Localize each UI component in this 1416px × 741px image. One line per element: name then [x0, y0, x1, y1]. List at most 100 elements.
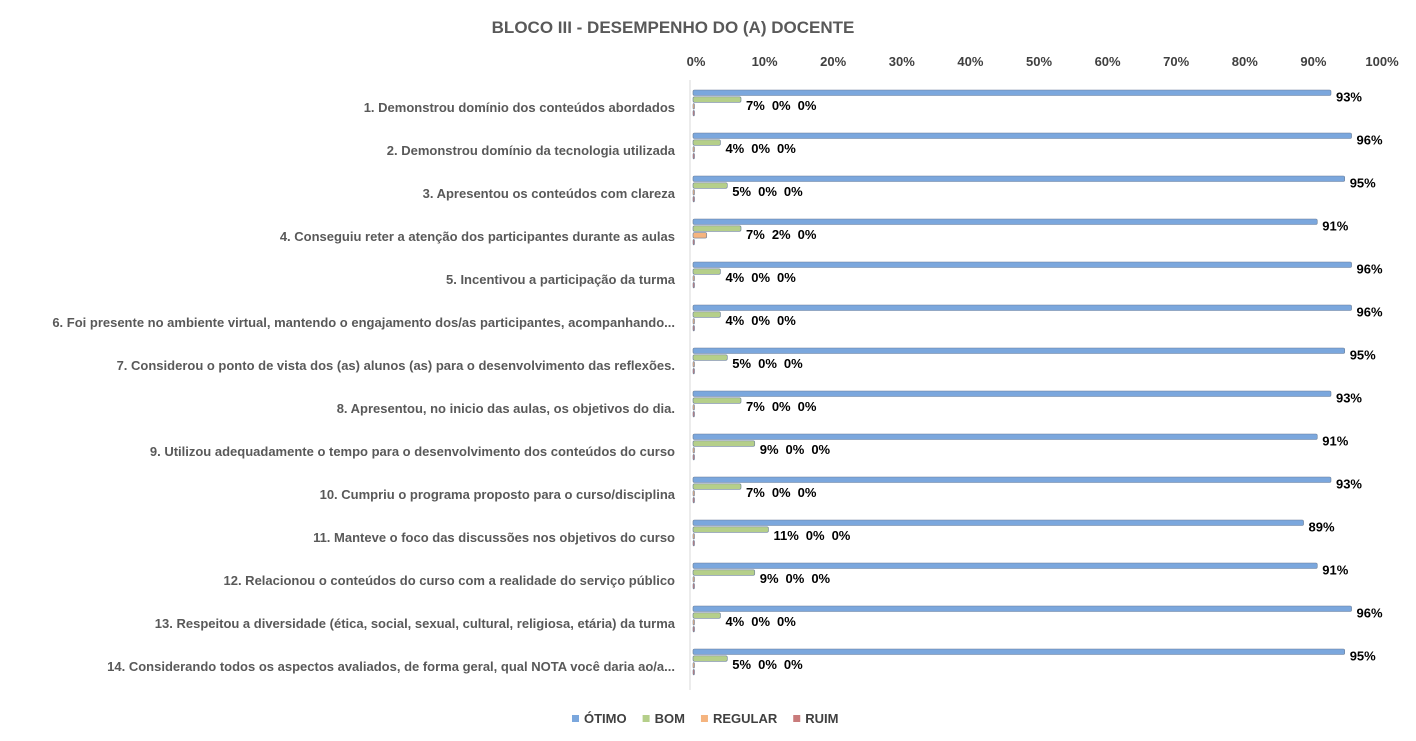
legend-label: RUIM — [805, 711, 838, 726]
bar-ótimo — [692, 304, 1352, 311]
data-label: 95% — [1350, 649, 1376, 664]
bar-ruim — [692, 110, 695, 117]
category-label: 3. Apresentou os conteúdos com clareza — [423, 186, 676, 201]
legend-swatch — [572, 715, 579, 722]
data-label: 91% — [1322, 563, 1348, 578]
bar-regular — [692, 189, 695, 196]
legend-swatch — [700, 715, 708, 722]
bar-ótimo — [692, 347, 1346, 354]
data-label: 0% — [811, 442, 830, 457]
category-label: 8. Apresentou, no inicio das aulas, os o… — [337, 401, 675, 416]
data-label: 7% — [746, 485, 765, 500]
bar-ruim — [692, 626, 695, 633]
data-label: 4% — [725, 270, 744, 285]
bar-ruim — [692, 325, 695, 332]
legend-swatch — [793, 715, 801, 722]
data-label: 0% — [798, 98, 817, 113]
bar-bom — [692, 354, 728, 361]
bar-bom — [692, 655, 728, 662]
data-label: 96% — [1357, 262, 1383, 277]
category-label: 5. Incentivou a participação da turma — [446, 272, 676, 287]
bar-bom — [692, 612, 721, 619]
bar-regular — [692, 146, 695, 153]
data-label: 0% — [758, 657, 777, 672]
bar-regular — [692, 275, 695, 282]
bar-regular — [692, 447, 695, 454]
bar-bom — [692, 311, 721, 318]
data-label: 4% — [725, 614, 744, 629]
data-label: 96% — [1357, 133, 1383, 148]
bar-ótimo — [692, 261, 1352, 268]
data-label: 0% — [777, 270, 796, 285]
legend-label: BOM — [655, 711, 685, 726]
legend-swatch — [642, 715, 650, 722]
bar-ótimo — [692, 648, 1346, 655]
bar-bom — [692, 483, 742, 490]
x-tick-label: 50% — [1026, 54, 1052, 69]
legend-label: REGULAR — [713, 711, 778, 726]
bar-regular — [692, 576, 695, 583]
data-label: 93% — [1336, 90, 1362, 105]
bar-ótimo — [692, 132, 1352, 139]
data-label: 11% — [773, 528, 799, 543]
bar-regular — [692, 318, 695, 325]
bar-ruim — [692, 411, 695, 418]
bar-ruim — [692, 583, 695, 590]
bar-ruim — [692, 669, 695, 676]
data-label: 96% — [1357, 305, 1383, 320]
bar-regular — [692, 232, 708, 239]
x-tick-label: 0% — [687, 54, 706, 69]
data-label: 0% — [784, 356, 803, 371]
data-label: 0% — [786, 442, 805, 457]
data-label: 7% — [746, 227, 765, 242]
bar-ruim — [692, 497, 695, 504]
bar-regular — [692, 619, 695, 626]
data-label: 0% — [777, 614, 796, 629]
data-label: 0% — [758, 356, 777, 371]
category-label: 6. Foi presente no ambiente virtual, man… — [52, 315, 675, 330]
x-tick-label: 30% — [889, 54, 915, 69]
bar-ótimo — [692, 476, 1332, 483]
bar-ótimo — [692, 89, 1332, 96]
bar-ótimo — [692, 433, 1318, 440]
bar-regular — [692, 533, 695, 540]
category-label: 13. Respeitou a diversidade (ética, soci… — [155, 616, 676, 631]
category-label: 10. Cumpriu o programa proposto para o c… — [320, 487, 676, 502]
bar-ruim — [692, 454, 695, 461]
category-label: 1. Demonstrou domínio dos conteúdos abor… — [364, 100, 675, 115]
data-label: 7% — [746, 98, 765, 113]
data-label: 9% — [760, 442, 779, 457]
x-tick-label: 70% — [1163, 54, 1189, 69]
chart-title: BLOCO III - DESEMPENHO DO (A) DOCENTE — [492, 18, 855, 37]
x-tick-label: 60% — [1095, 54, 1121, 69]
data-label: 0% — [772, 399, 791, 414]
data-label: 95% — [1350, 176, 1376, 191]
category-label: 9. Utilizou adequadamente o tempo para o… — [150, 444, 675, 459]
bar-ótimo — [692, 218, 1318, 225]
x-tick-label: 80% — [1232, 54, 1258, 69]
data-label: 0% — [786, 571, 805, 586]
bar-regular — [692, 490, 695, 497]
category-label: 2. Demonstrou domínio da tecnologia util… — [387, 143, 676, 158]
bar-bom — [692, 225, 742, 232]
data-label: 0% — [798, 227, 817, 242]
data-label: 93% — [1336, 391, 1362, 406]
bar-ótimo — [692, 605, 1352, 612]
category-label: 4. Conseguiu reter a atenção dos partici… — [280, 229, 675, 244]
bar-bom — [692, 268, 721, 275]
data-label: 95% — [1350, 348, 1376, 363]
data-label: 0% — [772, 98, 791, 113]
x-tick-label: 10% — [752, 54, 778, 69]
data-label: 5% — [732, 184, 751, 199]
bar-ruim — [692, 153, 695, 160]
bar-bom — [692, 182, 728, 189]
data-label: 93% — [1336, 477, 1362, 492]
category-label: 14. Considerando todos os aspectos avali… — [107, 659, 675, 674]
data-label: 9% — [760, 571, 779, 586]
x-tick-label: 20% — [820, 54, 846, 69]
bar-bom — [692, 139, 721, 146]
x-tick-label: 40% — [957, 54, 983, 69]
bar-ótimo — [692, 519, 1304, 526]
data-label: 0% — [784, 657, 803, 672]
bar-ruim — [692, 368, 695, 375]
